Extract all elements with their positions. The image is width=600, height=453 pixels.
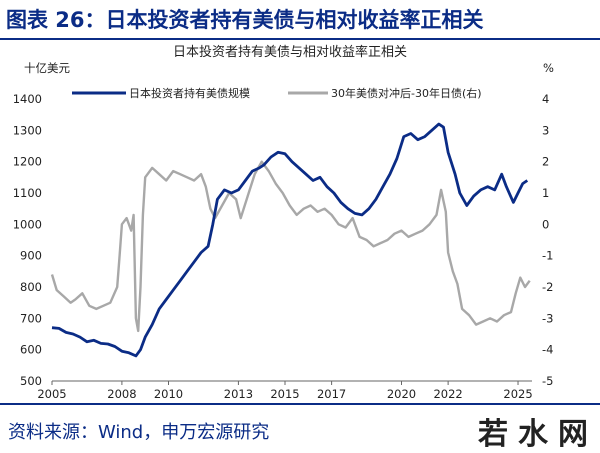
x-tick-label: 2013 xyxy=(224,387,253,400)
right-tick-label: -2 xyxy=(542,280,553,294)
figure-title: 图表 26：日本投资者持有美债与相对收益率正相关 xyxy=(6,8,484,32)
title-divider xyxy=(0,38,600,40)
x-tick-label: 2020 xyxy=(387,387,416,400)
left-tick-label: 900 xyxy=(20,249,42,263)
series-line-holdings xyxy=(51,122,529,358)
right-tick-label: 1 xyxy=(542,186,549,200)
left-tick-label: 1000 xyxy=(13,217,42,231)
series-line-yield-spread xyxy=(50,160,531,333)
right-tick-label: -4 xyxy=(542,343,553,357)
x-tick-label: 2022 xyxy=(433,387,462,400)
left-axis-unit: 十亿美元 xyxy=(24,61,70,75)
left-tick-label: 1400 xyxy=(13,92,42,106)
source-note: 资料来源：Wind，申万宏源研究 xyxy=(8,422,270,443)
left-tick-label: 1300 xyxy=(13,123,42,137)
x-tick-label: 2010 xyxy=(154,387,183,400)
legend: 日本投资者持有美债规模 30年美债对冲后-30年日债(右) xyxy=(72,86,482,100)
chart: 日本投资者持有美债与相对收益率正相关 十亿美元 % 日本投资者持有美债规模 30… xyxy=(13,44,554,400)
right-tick-label: 2 xyxy=(542,155,549,169)
left-tick-label: 1100 xyxy=(13,186,42,200)
right-tick-label: -1 xyxy=(542,249,553,263)
left-tick-label: 600 xyxy=(20,343,42,357)
right-axis-unit: % xyxy=(543,61,554,75)
left-tick-label: 800 xyxy=(20,280,42,294)
right-tick-label: 3 xyxy=(542,123,549,137)
right-tick-label: 4 xyxy=(542,92,549,106)
x-tick-label: 2008 xyxy=(107,387,136,400)
left-tick-label: 1200 xyxy=(13,155,42,169)
x-tick-label: 2025 xyxy=(503,387,532,400)
left-tick-label: 500 xyxy=(20,374,42,388)
watermark: 若水网 xyxy=(478,417,598,452)
chart-title: 日本投资者持有美债与相对收益率正相关 xyxy=(173,44,407,60)
x-tick-label: 2017 xyxy=(317,387,346,400)
right-tick-label: -5 xyxy=(542,374,553,388)
left-tick-label: 700 xyxy=(20,311,42,325)
legend-label-holdings: 日本投资者持有美债规模 xyxy=(129,86,250,100)
series-lines xyxy=(50,122,531,358)
right-tick-label: -3 xyxy=(542,311,553,325)
right-tick-label: 0 xyxy=(542,217,549,231)
source-divider xyxy=(0,403,600,405)
x-tick-label: 2015 xyxy=(270,387,299,400)
x-tick-label: 2005 xyxy=(37,387,66,400)
axes: 2005 2008 2010 2013 2015 2017 2020 2022 20255006… xyxy=(13,92,554,400)
legend-label-spread: 30年美债对冲后-30年日债(右) xyxy=(331,86,482,100)
